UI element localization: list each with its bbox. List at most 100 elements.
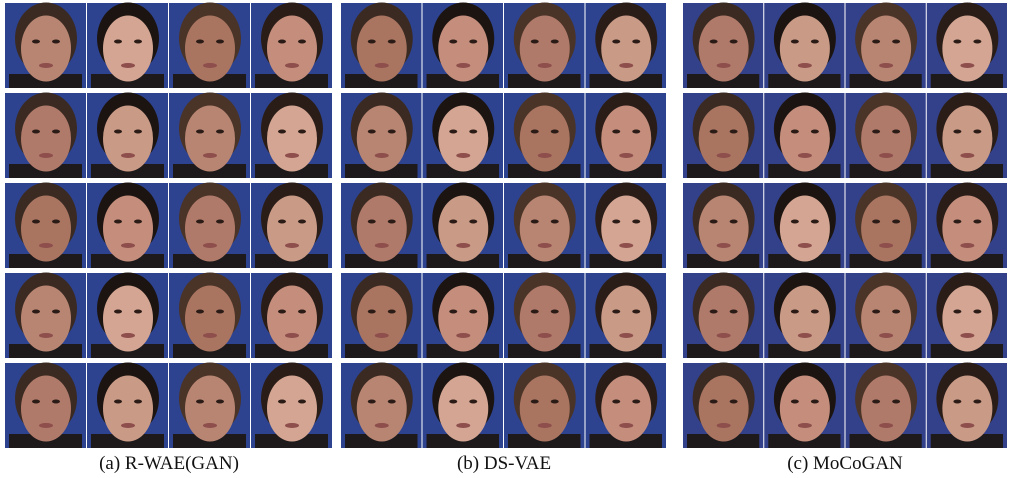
caption: (b) DS-VAE bbox=[457, 453, 551, 474]
mouth bbox=[121, 243, 135, 248]
eye bbox=[298, 399, 306, 404]
eye bbox=[892, 309, 901, 314]
eye bbox=[953, 309, 962, 314]
image-strip bbox=[341, 92, 666, 178]
face-image bbox=[683, 272, 764, 358]
face-image bbox=[422, 272, 503, 358]
eye bbox=[810, 129, 819, 134]
face bbox=[21, 15, 71, 82]
eye bbox=[632, 39, 641, 44]
face bbox=[519, 375, 570, 442]
face bbox=[21, 285, 71, 352]
mouth bbox=[39, 63, 53, 68]
mouth bbox=[797, 333, 812, 338]
eye bbox=[790, 129, 799, 134]
mouth bbox=[374, 63, 389, 68]
face-image bbox=[87, 2, 168, 88]
eye bbox=[449, 129, 458, 134]
image-strip bbox=[683, 2, 1007, 88]
eye bbox=[790, 219, 799, 224]
face-image bbox=[169, 2, 250, 88]
eye bbox=[973, 399, 982, 404]
mouth bbox=[879, 423, 894, 428]
eye bbox=[52, 39, 60, 44]
eye bbox=[790, 39, 799, 44]
face-image bbox=[504, 2, 585, 88]
face bbox=[601, 105, 652, 172]
mouth bbox=[203, 153, 217, 158]
image-strip bbox=[5, 182, 332, 268]
face-image bbox=[341, 2, 422, 88]
eye bbox=[530, 219, 539, 224]
eye bbox=[953, 219, 962, 224]
mouth bbox=[797, 423, 812, 428]
face-image bbox=[87, 362, 168, 448]
eye bbox=[469, 39, 478, 44]
eye bbox=[216, 39, 224, 44]
face-image bbox=[683, 182, 764, 268]
face bbox=[356, 375, 407, 442]
mouth bbox=[797, 153, 812, 158]
eye bbox=[872, 399, 881, 404]
mouth bbox=[960, 153, 975, 158]
eye bbox=[709, 39, 718, 44]
mouth bbox=[716, 423, 731, 428]
face bbox=[267, 375, 317, 442]
face bbox=[356, 15, 407, 82]
face bbox=[698, 375, 749, 442]
eye bbox=[530, 129, 539, 134]
mouth bbox=[716, 243, 731, 248]
face bbox=[438, 15, 489, 82]
mouth bbox=[203, 243, 217, 248]
image-strip bbox=[5, 272, 332, 358]
eye bbox=[810, 399, 819, 404]
face bbox=[21, 195, 71, 262]
face-image bbox=[169, 92, 250, 178]
face bbox=[861, 15, 912, 82]
face-image bbox=[341, 182, 422, 268]
eye bbox=[790, 309, 799, 314]
face bbox=[698, 105, 749, 172]
eye bbox=[278, 309, 286, 314]
eye bbox=[52, 219, 60, 224]
face bbox=[21, 375, 71, 442]
eye bbox=[387, 39, 396, 44]
eye bbox=[612, 219, 621, 224]
face bbox=[601, 285, 652, 352]
eye bbox=[449, 399, 458, 404]
eye bbox=[530, 39, 539, 44]
eye bbox=[278, 399, 286, 404]
face bbox=[519, 285, 570, 352]
mouth bbox=[797, 63, 812, 68]
face-image bbox=[87, 182, 168, 268]
face bbox=[779, 285, 830, 352]
face bbox=[185, 285, 235, 352]
face-image bbox=[422, 182, 503, 268]
eye bbox=[810, 219, 819, 224]
face-image bbox=[585, 2, 666, 88]
mouth bbox=[619, 333, 634, 338]
face bbox=[779, 105, 830, 172]
mouth bbox=[960, 423, 975, 428]
mouth bbox=[374, 243, 389, 248]
mouth bbox=[203, 423, 217, 428]
mouth bbox=[285, 333, 299, 338]
eye bbox=[387, 129, 396, 134]
eye bbox=[216, 219, 224, 224]
face-image bbox=[845, 2, 926, 88]
image-strip bbox=[683, 272, 1007, 358]
eye bbox=[367, 39, 376, 44]
image-strip bbox=[341, 362, 666, 448]
eye bbox=[32, 399, 40, 404]
face-image bbox=[845, 362, 926, 448]
face bbox=[779, 195, 830, 262]
eye bbox=[449, 309, 458, 314]
face bbox=[942, 15, 993, 82]
face-image bbox=[251, 272, 332, 358]
face bbox=[942, 105, 993, 172]
eye bbox=[367, 309, 376, 314]
eye bbox=[550, 309, 559, 314]
eye bbox=[709, 129, 718, 134]
face bbox=[519, 15, 570, 82]
eye bbox=[469, 129, 478, 134]
